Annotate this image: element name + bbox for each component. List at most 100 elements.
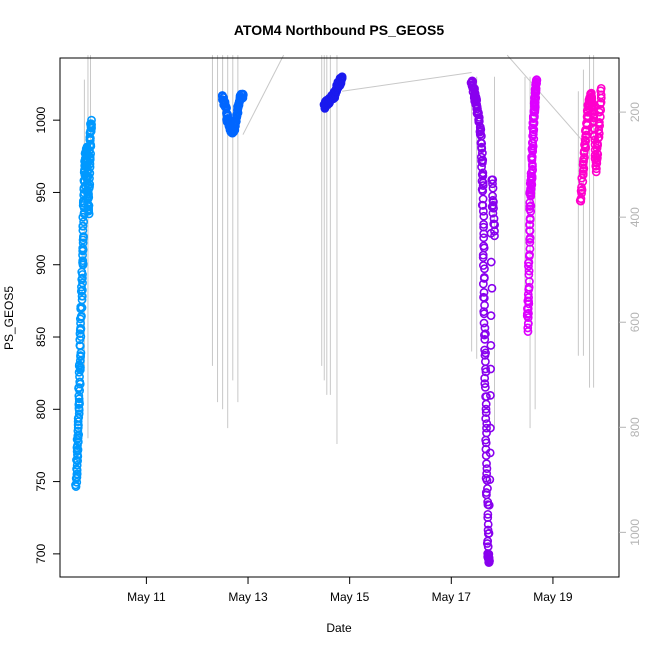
data-point <box>479 274 489 283</box>
data-point <box>78 246 88 256</box>
data-point <box>478 206 488 216</box>
data-point <box>592 149 602 159</box>
data-point <box>524 261 533 271</box>
data-point <box>78 273 87 283</box>
data-point <box>485 448 495 458</box>
data-point <box>576 186 586 196</box>
data-point <box>474 117 484 127</box>
data-point <box>488 179 497 189</box>
x-tick-label: May 11 <box>127 590 166 604</box>
data-point <box>72 465 82 475</box>
data-point <box>78 226 88 235</box>
data-point <box>591 167 601 177</box>
data-point <box>77 291 87 301</box>
data-point <box>528 166 537 175</box>
data-point <box>482 464 492 474</box>
x-tick-label: May 13 <box>228 590 268 604</box>
data-point <box>75 377 85 387</box>
data-point <box>74 360 84 370</box>
y-tick-label: 750 <box>34 471 48 491</box>
data-point <box>523 319 533 329</box>
data-point <box>525 202 535 211</box>
data-point <box>75 340 85 350</box>
data-point <box>86 119 96 129</box>
data-point <box>479 220 489 229</box>
data-point <box>525 237 535 247</box>
data-point <box>85 174 94 183</box>
data-point <box>587 101 597 111</box>
data-point <box>486 423 495 433</box>
flight-track-segment <box>341 71 472 92</box>
data-point <box>596 83 606 93</box>
data-point <box>486 311 496 321</box>
chart-title: ATOM4 Northbound PS_GEOS5 <box>234 22 444 38</box>
data-point <box>490 231 499 241</box>
data-point <box>479 318 489 328</box>
x-tick-label: May 15 <box>330 590 370 604</box>
x-tick-label: May 19 <box>533 590 573 604</box>
data-point <box>482 428 491 438</box>
y-tick-label: 800 <box>34 399 48 419</box>
data-point <box>524 266 534 276</box>
data-point <box>531 80 541 90</box>
data-point <box>489 214 499 224</box>
data-point <box>485 556 494 566</box>
data-point <box>484 500 494 510</box>
flight-track <box>83 54 595 444</box>
data-point <box>580 135 590 145</box>
data-point <box>486 364 496 374</box>
data-point <box>526 188 536 198</box>
data-point <box>71 482 81 491</box>
data-point <box>83 194 93 204</box>
data-point <box>238 89 248 99</box>
data-point <box>78 243 88 253</box>
data-point <box>486 257 496 267</box>
data-point <box>526 184 536 194</box>
data-point <box>525 220 535 230</box>
flight-track-segment <box>506 54 584 143</box>
data-point <box>481 399 491 409</box>
data-point <box>479 211 489 221</box>
data-point <box>76 312 86 322</box>
data-point <box>72 435 82 444</box>
data-point <box>487 175 497 185</box>
data-point <box>73 417 83 427</box>
data-point <box>483 519 493 529</box>
data-point <box>85 179 95 189</box>
data-point <box>478 279 488 289</box>
data-point <box>73 426 83 436</box>
data-point <box>479 233 489 243</box>
data-point <box>477 176 487 186</box>
data-point <box>75 329 85 339</box>
data-point <box>84 204 94 214</box>
y-axis: 700 750 800 850 900 950 1000 <box>34 106 60 564</box>
data-point <box>488 191 497 201</box>
y-tick-label: 850 <box>34 327 48 347</box>
data-point <box>484 528 494 538</box>
data-point <box>478 201 488 210</box>
data-point <box>78 278 87 288</box>
data-point <box>84 209 94 219</box>
data-point <box>524 270 534 280</box>
data-point <box>78 221 88 231</box>
y-axis-right: 200 400 600 800 1000 <box>619 102 642 546</box>
data-point <box>524 293 533 302</box>
y2-tick-label: 600 <box>628 312 642 332</box>
data-point <box>84 146 94 155</box>
y2-tick-label: 200 <box>628 102 642 122</box>
y2-tick-label: 800 <box>628 417 642 437</box>
data-point <box>482 423 491 433</box>
data-point <box>72 460 82 470</box>
data-point <box>78 256 88 266</box>
y-tick-label: 950 <box>34 182 48 202</box>
data-point <box>476 138 486 148</box>
data-point <box>477 144 487 153</box>
data-point <box>79 232 88 241</box>
data-point <box>76 323 85 333</box>
data-point <box>480 373 490 383</box>
data-point <box>85 168 95 178</box>
data-point <box>481 404 491 414</box>
data-point <box>481 438 491 448</box>
data-point <box>480 379 490 389</box>
